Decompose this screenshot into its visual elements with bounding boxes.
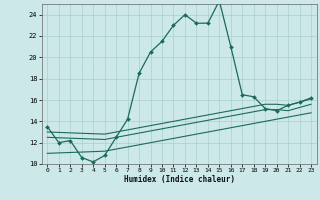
X-axis label: Humidex (Indice chaleur): Humidex (Indice chaleur) [124, 175, 235, 184]
